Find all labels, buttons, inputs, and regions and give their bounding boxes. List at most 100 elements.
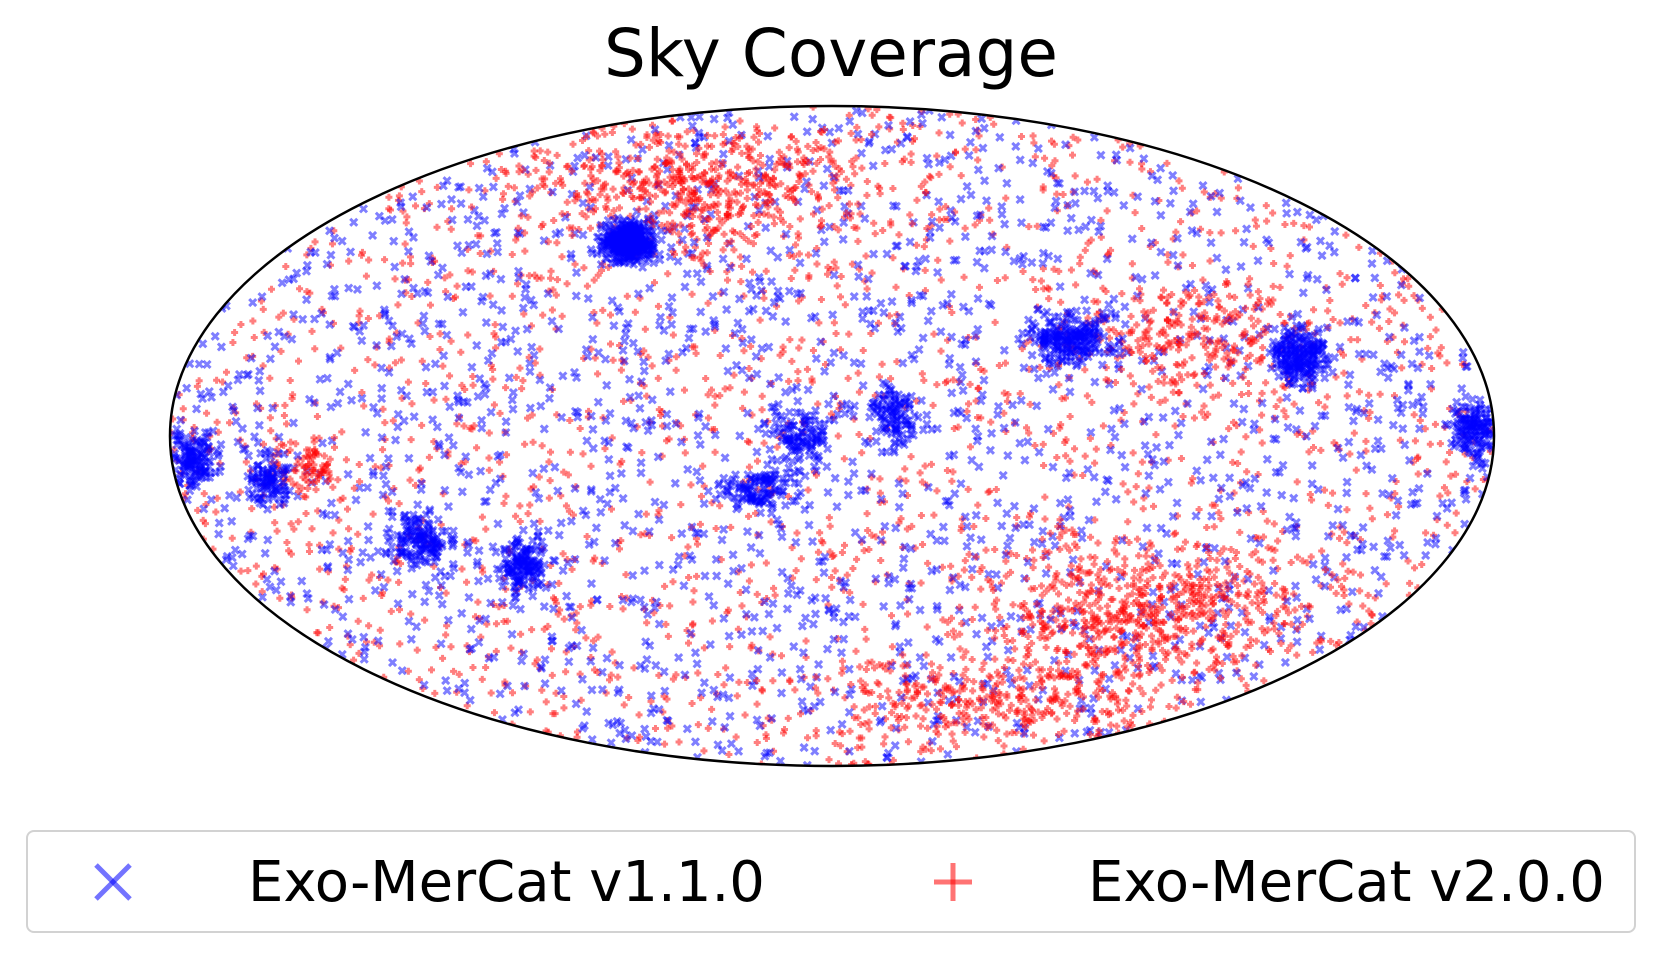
data-point-v2 [402, 219, 410, 227]
data-point-v1 [933, 267, 943, 278]
data-point-v1 [935, 223, 945, 233]
data-point-v2 [558, 312, 566, 320]
data-point-v2 [1083, 178, 1091, 186]
data-point-v2 [870, 219, 878, 227]
data-point-v1 [808, 619, 818, 629]
data-point-v2 [485, 454, 493, 462]
data-point-v1 [879, 601, 889, 612]
data-point-v1 [596, 507, 606, 517]
data-point-v2 [526, 708, 534, 716]
data-point-v1 [699, 499, 709, 509]
data-point-v1 [880, 145, 890, 155]
data-point-v1 [513, 346, 523, 356]
data-point-v2 [933, 487, 941, 495]
data-point-v1 [199, 504, 209, 514]
data-point-v2 [770, 584, 778, 592]
data-point-v1 [265, 354, 275, 364]
data-point-v1 [1342, 477, 1352, 487]
data-point-v2 [1414, 470, 1422, 478]
data-point-v2 [1032, 286, 1040, 294]
data-point-v2 [878, 360, 886, 368]
data-point-v2 [1107, 721, 1115, 729]
data-point-v1 [404, 616, 414, 626]
data-point-v2 [575, 225, 583, 233]
data-point-v2 [426, 301, 434, 309]
data-point-v1 [301, 295, 312, 305]
data-point-v2 [1055, 267, 1063, 275]
data-point-v1 [803, 385, 813, 395]
data-point-v1 [517, 656, 527, 666]
data-point-v1 [586, 579, 597, 589]
data-point-v1 [999, 345, 1009, 355]
data-point-v2 [684, 543, 692, 551]
data-point-v1 [1341, 552, 1352, 562]
data-point-v1 [800, 613, 811, 623]
data-point-v2 [347, 544, 355, 552]
data-point-v2 [841, 541, 849, 549]
data-point-v1 [773, 252, 783, 262]
data-point-v2 [345, 525, 353, 533]
data-point-v2 [754, 138, 762, 146]
data-point-v2 [1436, 492, 1444, 500]
data-point-v1 [1156, 247, 1166, 257]
data-point-v1 [807, 536, 818, 547]
data-point-v1 [343, 469, 353, 479]
data-point-v1 [564, 657, 574, 667]
data-point-v2 [594, 370, 602, 378]
data-point-v1 [777, 567, 787, 577]
data-point-v1 [854, 272, 864, 282]
data-point-v1 [1245, 203, 1256, 213]
data-point-v2 [1119, 143, 1127, 151]
data-point-v1 [1219, 434, 1229, 444]
data-point-v2 [313, 629, 321, 637]
data-point-v1 [731, 360, 742, 370]
data-point-v1 [899, 554, 909, 564]
data-point-v2 [929, 401, 937, 409]
data-point-v1 [1015, 438, 1025, 448]
data-point-v2 [460, 422, 468, 430]
data-point-v1 [463, 214, 473, 225]
data-point-v1 [335, 387, 345, 397]
data-point-v2 [1386, 305, 1394, 313]
data-point-v2 [977, 366, 985, 374]
data-point-v2 [1139, 505, 1147, 513]
data-point-v2 [418, 357, 426, 365]
data-point-v2 [1215, 509, 1223, 517]
data-point-v2 [794, 230, 802, 238]
data-point-v2 [828, 574, 836, 582]
data-point-v1 [496, 274, 506, 284]
data-point-v2 [688, 699, 696, 707]
data-point-v2 [237, 567, 245, 575]
data-point-v2 [422, 379, 430, 387]
data-point-v1 [349, 217, 359, 227]
data-point-v1 [798, 648, 808, 658]
data-point-v1 [1388, 420, 1398, 430]
data-point-v1 [1100, 487, 1110, 497]
data-point-v1 [1086, 215, 1096, 225]
data-point-v2 [899, 125, 907, 133]
data-point-v1 [370, 585, 380, 595]
data-point-v2 [1214, 297, 1222, 305]
data-point-v2 [1227, 632, 1235, 640]
data-point-v1 [819, 568, 829, 578]
data-point-v1 [255, 366, 265, 376]
data-point-v1 [1249, 671, 1259, 681]
data-point-v2 [401, 240, 409, 248]
data-point-v1 [797, 621, 807, 631]
data-point-v2 [863, 285, 871, 293]
data-point-v1 [799, 743, 809, 753]
data-point-v1 [483, 574, 493, 584]
data-point-v1 [1336, 605, 1346, 615]
data-point-v2 [1338, 280, 1346, 288]
data-point-v1 [618, 345, 628, 355]
data-point-v2 [1424, 344, 1432, 352]
data-point-v2 [1436, 440, 1444, 448]
data-point-v2 [394, 301, 402, 309]
data-point-v2 [935, 216, 943, 224]
data-point-v1 [434, 590, 444, 601]
data-point-v1 [1418, 408, 1428, 419]
data-point-v1 [981, 196, 992, 206]
data-point-v2 [1164, 293, 1172, 301]
data-point-v2 [877, 557, 885, 564]
data-point-v2 [936, 664, 944, 672]
